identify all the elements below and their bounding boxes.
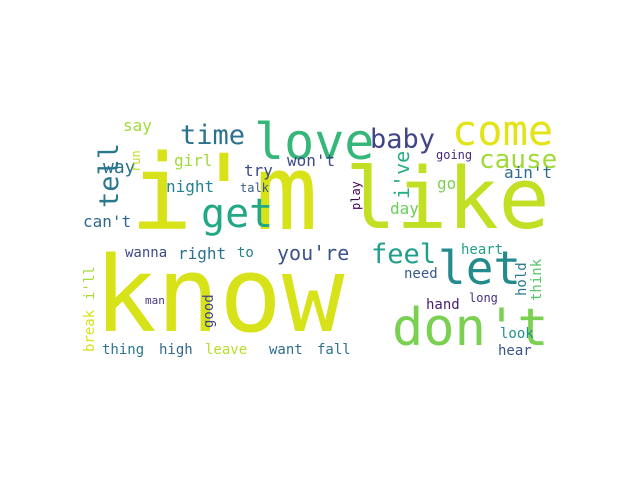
cloud-word: can't (83, 212, 132, 231)
cloud-word: high (159, 342, 193, 358)
cloud-word: cause (479, 145, 558, 175)
cloud-word: i'll (82, 266, 98, 300)
cloud-word: fall (317, 342, 351, 358)
cloud-word: hold (514, 262, 530, 296)
cloud-word: won't (287, 151, 336, 170)
cloud-word: get (201, 191, 274, 237)
cloud-word: hand (426, 297, 460, 313)
cloud-word: you're (277, 241, 350, 265)
cloud-word: man (145, 294, 165, 307)
cloud-word: try (244, 161, 273, 180)
cloud-word: come (452, 106, 554, 155)
cloud-word: know (94, 234, 345, 356)
cloud-word: run (129, 150, 143, 172)
cloud-word: play (349, 181, 363, 210)
cloud-word: hear (498, 343, 532, 359)
cloud-word: night (166, 177, 215, 196)
cloud-word: baby (370, 124, 436, 155)
cloud-word: right (178, 244, 227, 263)
cloud-word: day (390, 199, 419, 218)
cloud-word: need (404, 266, 438, 282)
word-cloud: know i'm like don't let love come get ba… (74, 110, 574, 360)
cloud-word: let (438, 241, 522, 295)
cloud-word: like (345, 150, 550, 249)
cloud-word: want (269, 342, 303, 358)
cloud-word: going (436, 148, 473, 162)
cloud-word: leave (205, 342, 248, 358)
cloud-word: ain't (504, 163, 553, 182)
cloud-word: don't (392, 298, 549, 358)
cloud-word: look (500, 326, 534, 342)
cloud-word: break (82, 309, 98, 352)
cloud-word: long (469, 291, 498, 305)
cloud-word: way (103, 157, 136, 178)
cloud-word: heart (461, 242, 504, 258)
cloud-word: time (180, 120, 246, 151)
cloud-word: think (529, 258, 545, 301)
cloud-word: say (123, 116, 152, 135)
cloud-word: wanna (125, 245, 168, 261)
cloud-word: to (237, 245, 254, 261)
cloud-word: go (437, 174, 457, 193)
cloud-word: good (201, 294, 217, 328)
cloud-word: feel (371, 239, 437, 270)
cloud-word: thing (102, 342, 145, 358)
cloud-word: girl (174, 151, 213, 170)
cloud-word: talk (240, 181, 269, 195)
cloud-word: i've (390, 150, 414, 199)
cloud-word: love (254, 113, 375, 171)
cloud-word: i'm (130, 132, 318, 254)
